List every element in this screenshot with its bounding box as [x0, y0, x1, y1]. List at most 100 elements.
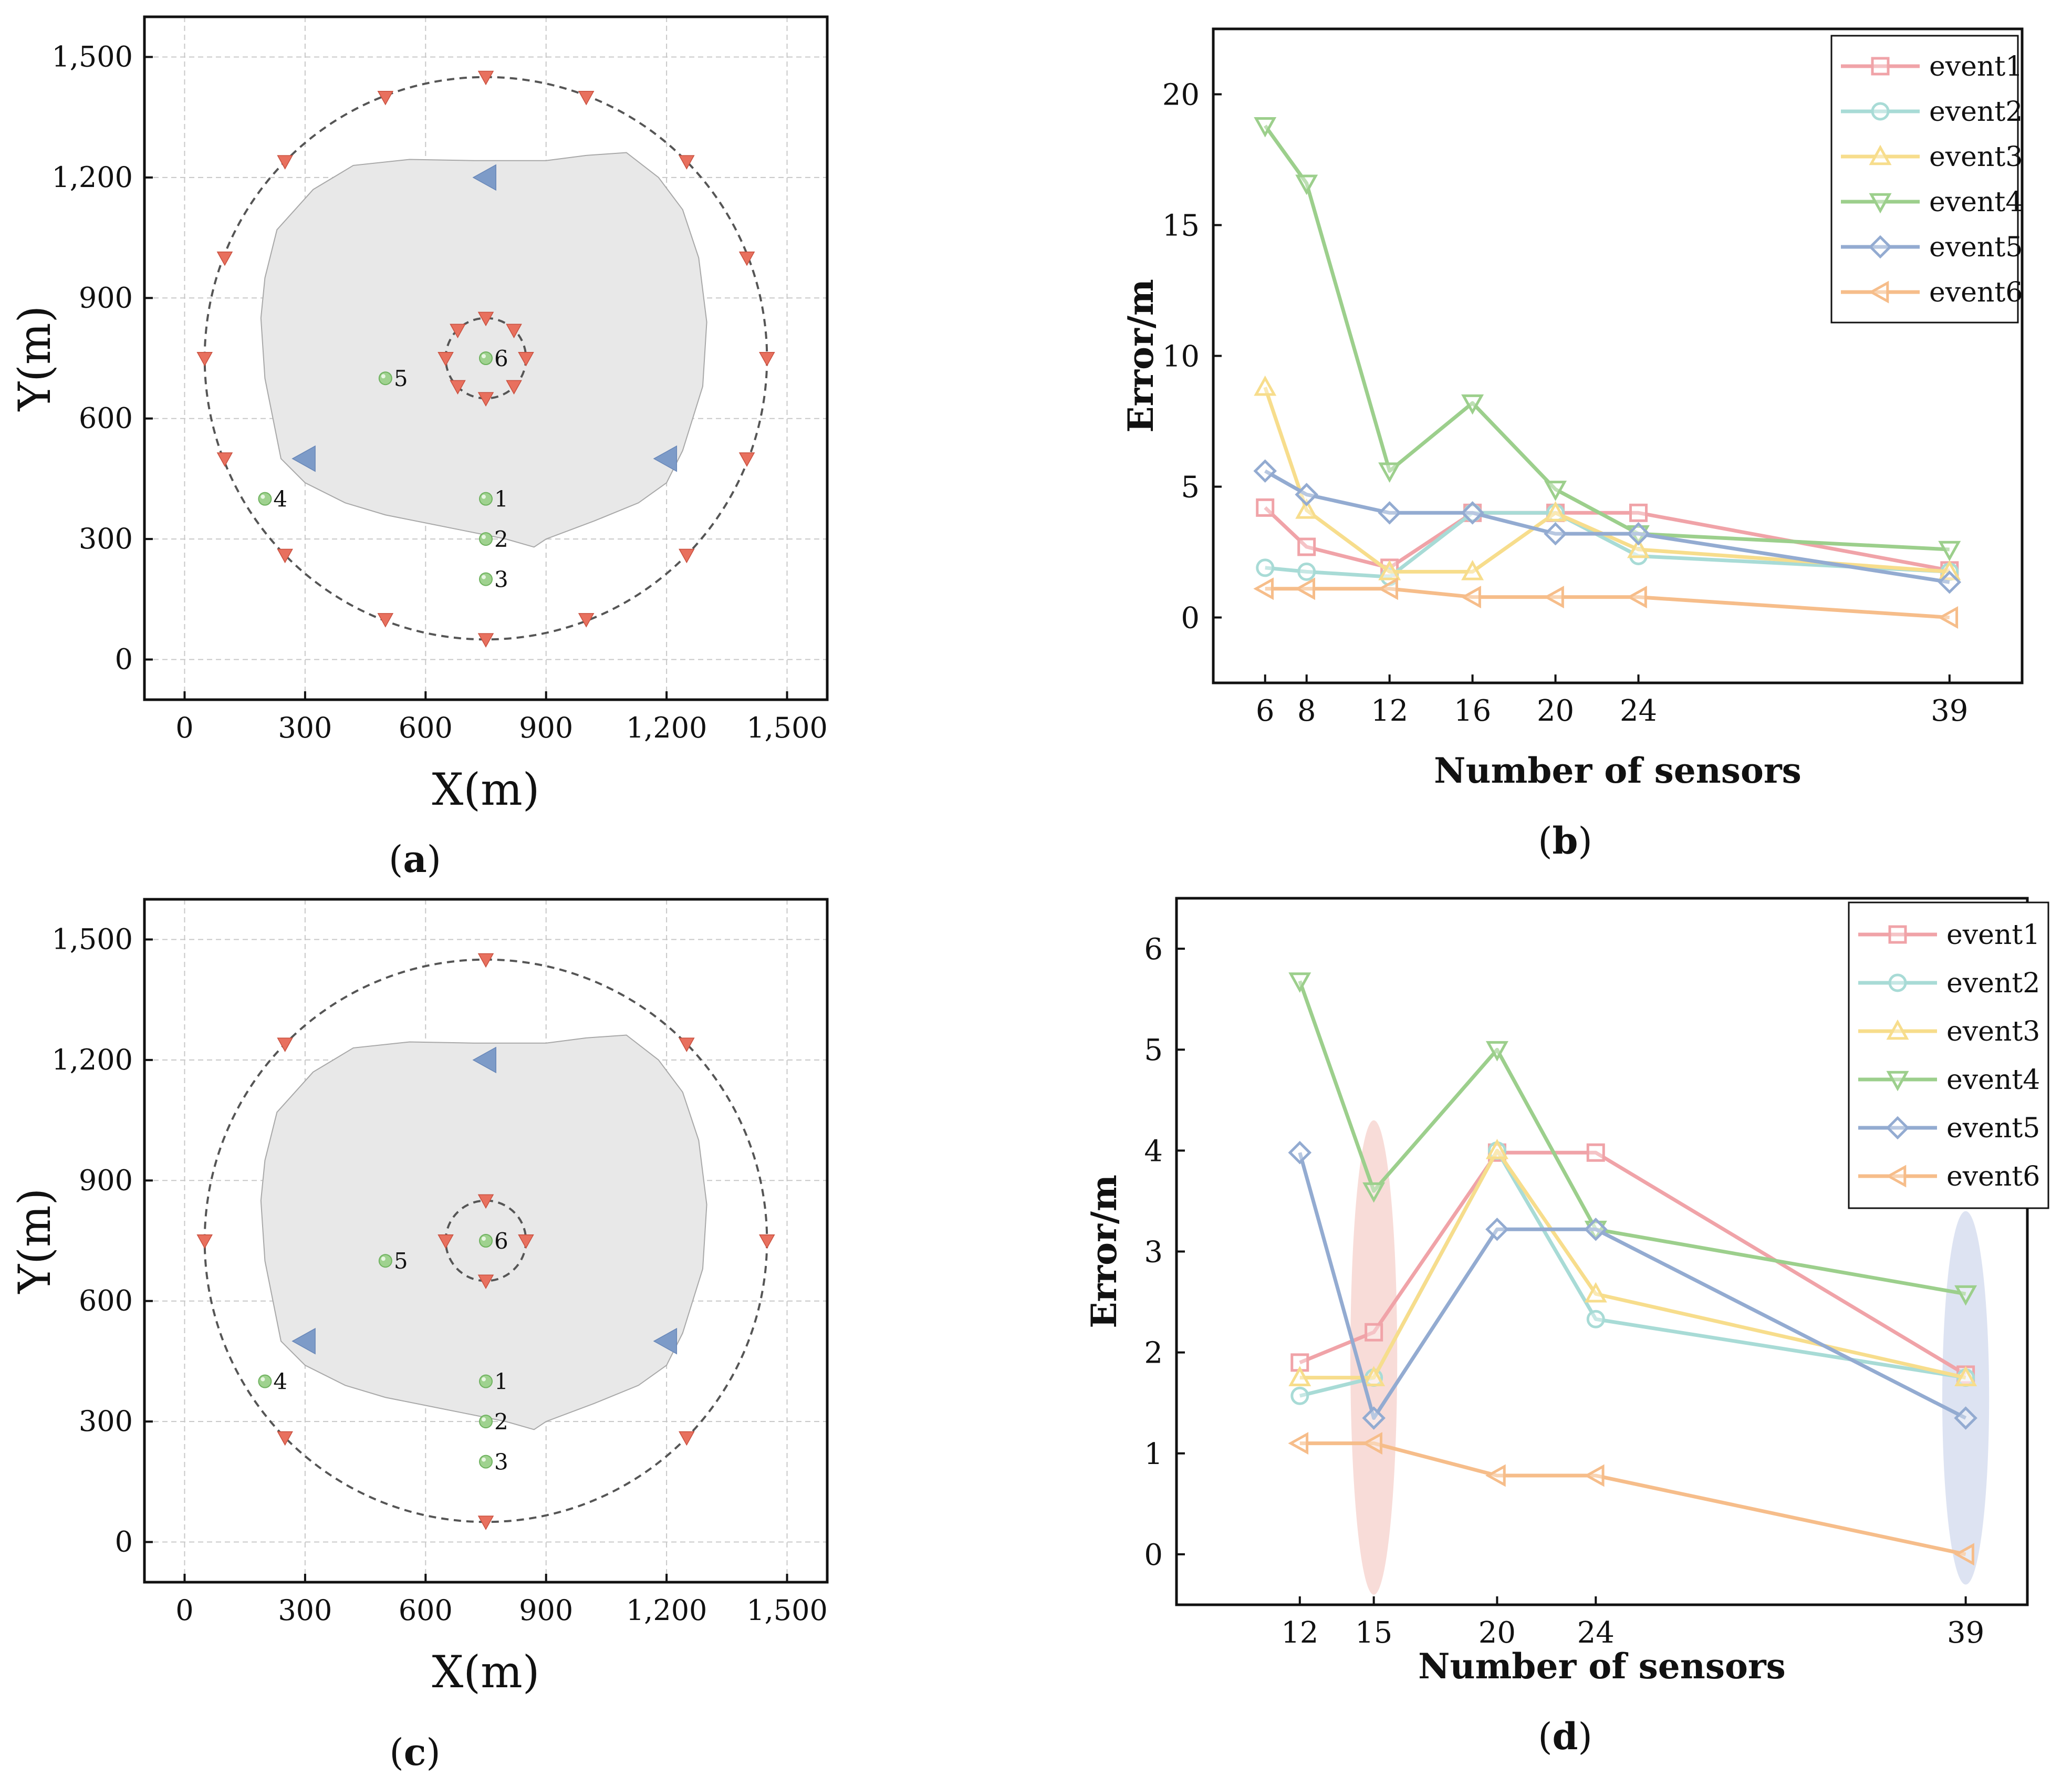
panel-a-map: 1 2 3 4 5 6 0 300 600 900 1,200 1,500 0 300 600 900 1,20… — [9, 15, 829, 815]
plot-frame — [143, 898, 829, 1584]
data-point-event4 — [1362, 1182, 1386, 1203]
x-tick-label: 39 — [1931, 694, 1968, 728]
data-point-event1 — [1256, 498, 1275, 517]
y-tick-label: 5 — [1144, 1033, 1163, 1067]
legend-label-event3: event3 — [1929, 141, 2023, 173]
data-point-event4 — [1254, 117, 1277, 138]
y-tick-label: 900 — [79, 1164, 133, 1197]
sensor-inner-marker — [506, 324, 522, 339]
x-tick-label: 1,500 — [746, 711, 828, 744]
event-point-highlight — [261, 494, 265, 499]
y-axis-label: Y(m) — [9, 306, 60, 412]
legend-marker-event3 — [1869, 144, 1892, 165]
event-label: 6 — [494, 1228, 508, 1254]
data-point-event5 — [1954, 1406, 1977, 1430]
event-label: 4 — [273, 1369, 287, 1395]
y-tick-label: 600 — [79, 1284, 133, 1317]
sensor-outer-marker — [477, 633, 494, 648]
sensor-blue-marker — [472, 1046, 496, 1074]
sensor-blue-marker — [653, 445, 678, 472]
event-label: 3 — [494, 1449, 508, 1475]
y-tick-label: 10 — [1162, 340, 1200, 374]
data-point-event6 — [1544, 586, 1564, 609]
x-tick-label: 0 — [175, 711, 193, 744]
series-line-event6 — [1265, 587, 1950, 619]
data-point-event6 — [1584, 1464, 1605, 1487]
legend-label-event2: event2 — [1929, 96, 2023, 128]
data-point-event6 — [1627, 586, 1647, 609]
data-point-event3 — [1461, 559, 1484, 580]
data-point-event2 — [1586, 1310, 1605, 1328]
y-tick-label: 5 — [1181, 471, 1200, 505]
sensor-inner-marker — [506, 380, 522, 395]
x-tick-label: 24 — [1577, 1616, 1615, 1650]
shaded-region — [260, 152, 707, 548]
x-tick-label: 1,200 — [626, 711, 707, 744]
sensor-outer-marker — [216, 452, 233, 467]
event-point — [479, 1415, 493, 1429]
y-tick-label: 900 — [79, 281, 133, 314]
data-point-event5 — [1378, 501, 1401, 525]
event-point — [479, 1374, 493, 1388]
event-point-highlight — [482, 1237, 486, 1241]
legend-box — [1830, 35, 2019, 324]
event-point-highlight — [482, 1457, 486, 1462]
data-point-event5 — [1288, 1140, 1312, 1165]
sensor-outer-marker — [377, 613, 394, 628]
sensor-outer-marker — [578, 90, 595, 106]
y-tick-label: 0 — [1181, 601, 1200, 636]
data-point-event1 — [1629, 503, 1648, 522]
event-label: 4 — [273, 486, 287, 512]
x-tick-label: 15 — [1355, 1616, 1392, 1650]
event-label: 1 — [494, 486, 508, 512]
event-point — [479, 572, 493, 586]
x-axis-label: Number of sensors — [1418, 1646, 1786, 1687]
sensor-outer-marker — [196, 1234, 213, 1249]
sensor-blue-marker — [291, 445, 316, 472]
data-point-event6 — [1485, 1464, 1506, 1487]
series-line-event6 — [1299, 1441, 1966, 1556]
data-point-event3 — [1544, 501, 1567, 522]
x-tick-label: 39 — [1947, 1616, 1984, 1650]
sensor-outer-marker — [679, 1431, 695, 1446]
y-tick-label: 300 — [79, 1405, 133, 1438]
plot-frame — [143, 15, 829, 701]
event-label: 1 — [494, 1369, 508, 1395]
data-point-event5 — [1253, 459, 1277, 483]
data-point-event2 — [1290, 1386, 1309, 1405]
data-point-event6 — [1938, 606, 1959, 629]
y-tick-label: 1,500 — [51, 922, 133, 956]
sensor-outer-marker — [738, 251, 755, 266]
legend-marker-event2 — [1888, 973, 1907, 992]
y-tick-label: 0 — [1144, 1538, 1163, 1572]
sensor-inner-marker — [477, 1274, 494, 1290]
data-point-event4 — [1461, 394, 1484, 415]
sensor-outer-marker — [477, 1515, 494, 1530]
panel-b-error-chart: 6 8 12 16 20 24 39 0 5 10 15 20 Number of sensors Err… — [1120, 27, 2024, 791]
legend-label-event6: event6 — [1929, 277, 2023, 308]
event-point — [258, 1374, 272, 1388]
data-point-event3 — [1378, 559, 1401, 580]
sensor-inner-marker — [450, 324, 466, 339]
data-point-event1 — [1365, 1323, 1383, 1342]
shaded-region — [260, 1034, 707, 1430]
sensor-outer-marker — [679, 548, 695, 564]
legend-marker-event6 — [1868, 281, 1889, 304]
data-point-event5 — [1627, 522, 1650, 546]
data-point-event5 — [1461, 501, 1484, 525]
event-point — [479, 532, 493, 546]
sensor-outer-marker — [277, 548, 293, 564]
x-tick-label: 20 — [1537, 694, 1574, 728]
sensor-inner-marker — [438, 1234, 454, 1249]
sensor-outer-marker — [277, 1431, 293, 1446]
event-point — [479, 351, 493, 365]
data-point-event4 — [1485, 1041, 1508, 1062]
event-point-highlight — [482, 535, 486, 539]
sensor-outer-marker — [277, 155, 293, 170]
highlight-ellipse — [1942, 1211, 1990, 1585]
data-point-event4 — [1938, 541, 1961, 562]
sensor-outer-marker — [679, 155, 695, 170]
sensor-outer-marker — [216, 251, 233, 266]
